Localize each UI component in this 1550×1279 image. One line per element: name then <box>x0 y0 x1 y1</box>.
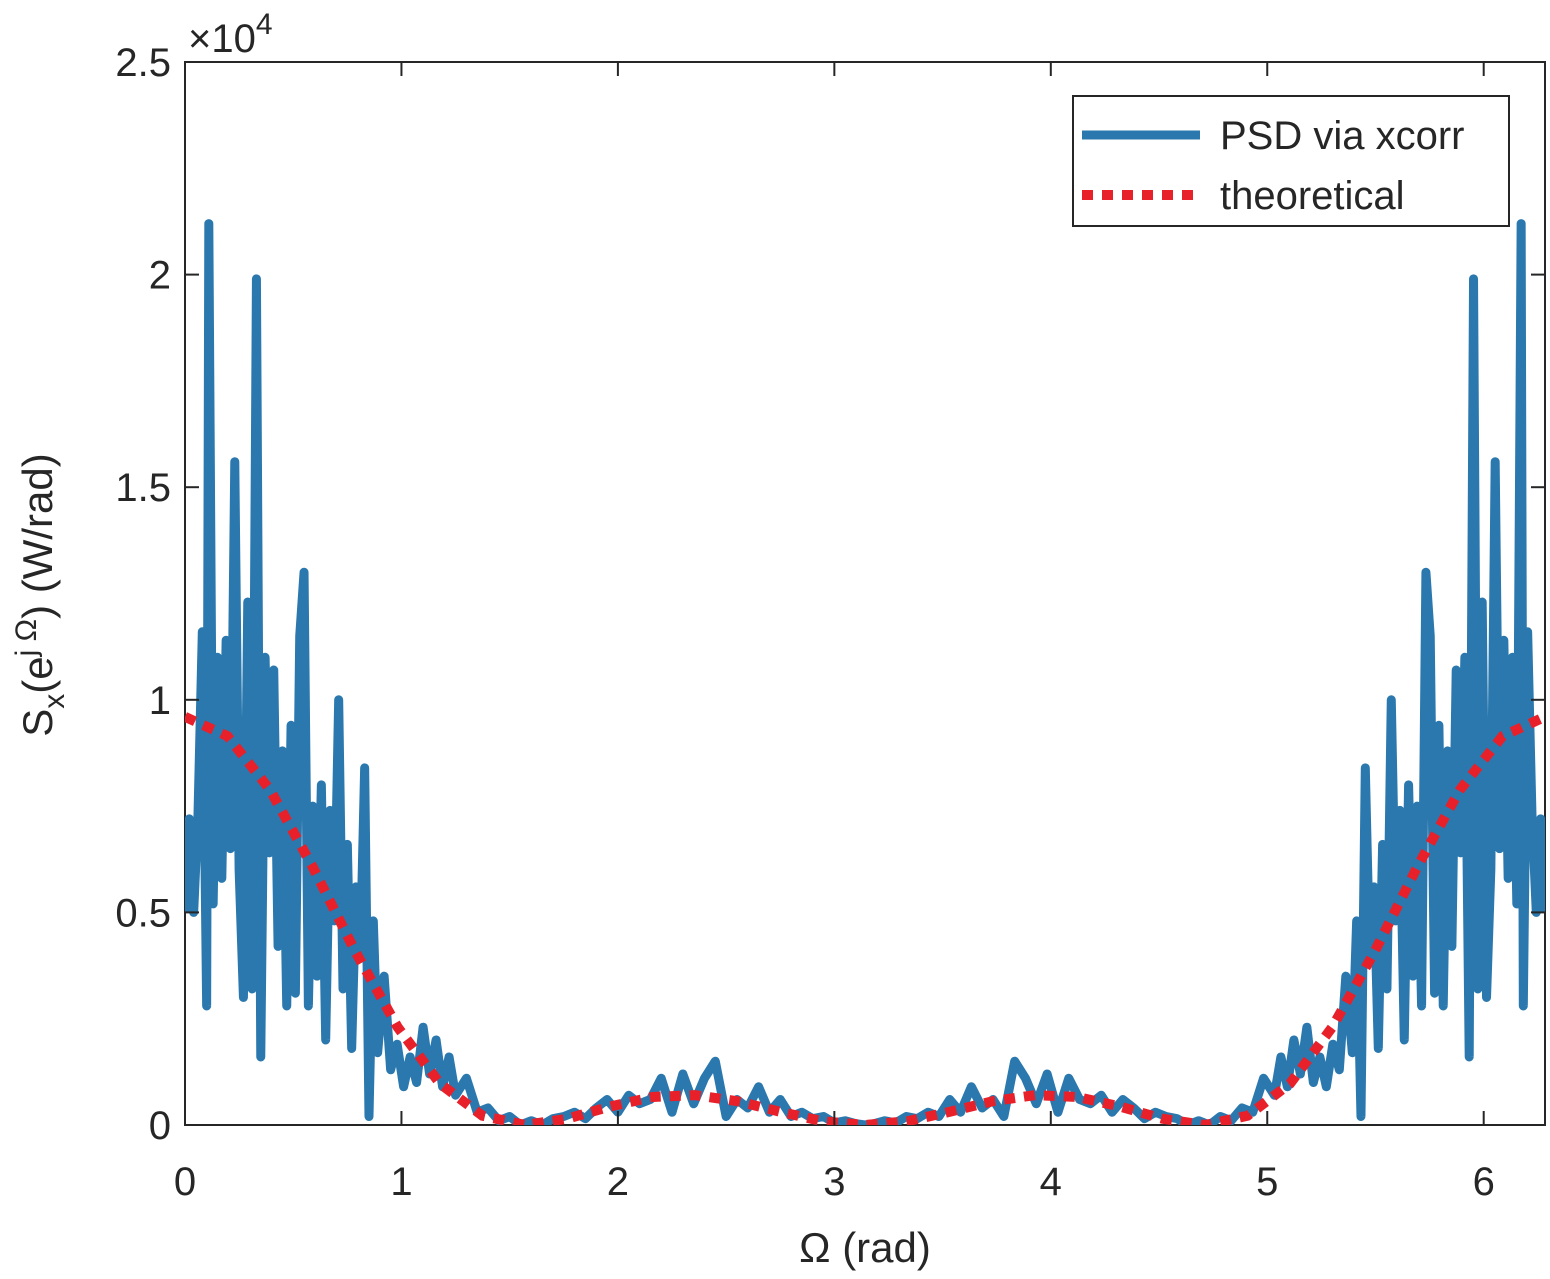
y-label-sup: j Ω <box>10 619 43 657</box>
y-multiplier-base: ×10 <box>188 17 256 61</box>
series-line <box>185 219 1545 1125</box>
y-label-sub: x <box>38 694 71 709</box>
x-tick-label: 0 <box>174 1160 196 1204</box>
x-axis-label: Ω (rad) <box>799 1224 931 1271</box>
y-axis-label: Sx(ej Ω) (W/rad) <box>10 453 71 736</box>
x-tick-label: 6 <box>1473 1160 1495 1204</box>
y-tick-label: 0 <box>149 1104 171 1148</box>
y-label-part: (e <box>14 656 61 693</box>
x-tick-label: 3 <box>823 1160 845 1204</box>
legend-box <box>1072 95 1510 227</box>
y-label-part: S <box>14 709 61 737</box>
y-multiplier-exp: 4 <box>256 8 273 41</box>
plot-area <box>184 61 1546 1126</box>
y-tick-label: 2.5 <box>115 41 171 85</box>
legend: PSD via xcorr theoretical <box>1072 95 1510 227</box>
x-tick-label: 5 <box>1256 1160 1278 1204</box>
y-tick-label: 1.5 <box>115 466 171 510</box>
y-tick-label: 0.5 <box>115 891 171 935</box>
lines <box>185 219 1545 1125</box>
series-line <box>185 712 1545 1125</box>
legend-label: PSD via xcorr <box>1220 114 1465 158</box>
y-tick-label: 1 <box>149 679 171 723</box>
x-tick-label: 2 <box>607 1160 629 1204</box>
y-tick-label: 2 <box>149 254 171 298</box>
legend-label: theoretical <box>1220 174 1405 218</box>
x-tick-label: 4 <box>1040 1160 1062 1204</box>
x-tick-label: 1 <box>390 1160 412 1204</box>
y-label-part: ) (W/rad) <box>14 453 61 619</box>
y-multiplier: ×104 <box>188 8 273 61</box>
